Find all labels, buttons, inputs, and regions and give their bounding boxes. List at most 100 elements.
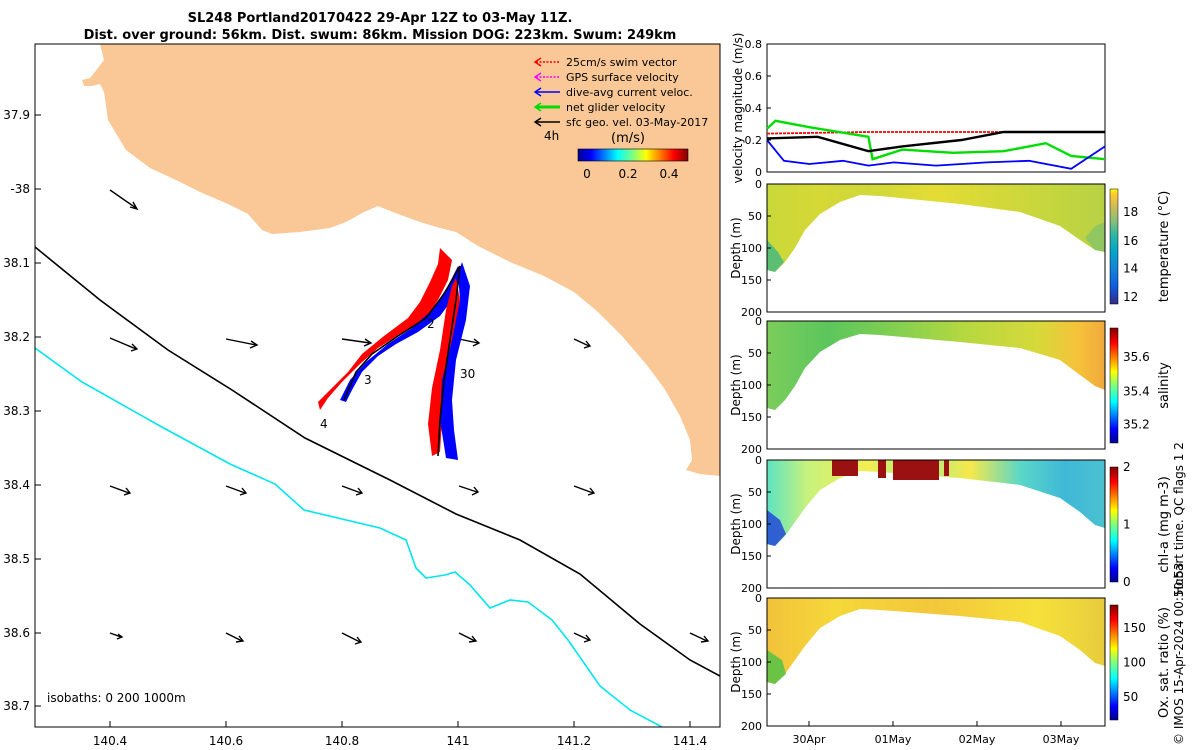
time-tick-label: 01May (875, 733, 912, 746)
chlorophyll-colorbar (1109, 466, 1119, 583)
velocity-series-line (766, 130, 1105, 153)
section-y-tick-label: 200 (741, 306, 762, 319)
velocity-y-ticks: 0 0.2 0.4 0.6 0.8 (745, 38, 771, 179)
section-y-tick-label: 150 (741, 688, 762, 701)
vector-arrow (689, 632, 710, 643)
geostrophic-vectors (109, 189, 710, 645)
oxygen-deep (767, 650, 786, 684)
section-y-tick-label: 50 (748, 210, 762, 223)
colorbar-tick-label: 150 (1123, 621, 1146, 635)
colorbar-tick-label: 35.2 (1123, 418, 1150, 432)
isobath-label: isobaths: 0 200 1000m (47, 691, 186, 705)
colorbar-tick-label: 35.6 (1123, 350, 1150, 364)
temperature-deep (767, 240, 784, 272)
vector-arrow (109, 485, 132, 496)
vector-arrow (341, 632, 363, 645)
section-y-tick-label: 0 (755, 454, 762, 467)
vector-arrow (458, 632, 478, 643)
section-y-tick-label: 200 (741, 582, 762, 595)
legend-arrowhead (533, 72, 542, 82)
speed-colorbar-tick: 0.2 (618, 167, 637, 181)
section-y-tick-label: 0 (755, 315, 762, 328)
speed-colorbar-tick: 0 (583, 167, 591, 181)
salinity-colorbar (1109, 327, 1119, 444)
map-frame (34, 43, 721, 728)
vector-arrow (109, 189, 139, 211)
colorbar-tick-label: 50 (1123, 690, 1138, 704)
velocity-y-tick-label: 0.8 (745, 38, 763, 51)
velocity-series-line (766, 139, 1106, 170)
time-tick-label: 02May (959, 733, 996, 746)
section-y-tick-label: 100 (741, 242, 762, 255)
vector-arrow (341, 485, 364, 496)
vector-arrow (341, 338, 373, 347)
day-label: 3 (364, 373, 372, 387)
legend-entry: 25cm/s swim vector (566, 56, 677, 69)
temperature-field (767, 184, 1105, 272)
time-axis: 30Apr 01May 02May 03May (792, 721, 1080, 746)
isobath-200 (35, 246, 720, 677)
section-oxygen (766, 597, 1119, 727)
map-y-tick-label: 38.2 (3, 330, 30, 344)
current-velocity-band (440, 262, 470, 460)
map-y-tick-label: 38.7 (3, 699, 30, 713)
salinity-field (767, 321, 1105, 410)
velocity-y-tick-label: 0 (755, 166, 762, 179)
map-y-tick-label: 38.5 (3, 552, 30, 566)
legend-entry: sfc geo. vel. 03-May-2017 (566, 116, 708, 129)
colorbar-tick-label: 35.4 (1123, 384, 1150, 398)
section-y-tick-label: 200 (741, 443, 762, 456)
colorbar-label: Ox. sat. ratio (%) (1157, 607, 1172, 718)
day-label: 4 (320, 417, 328, 431)
velocity-series-line (766, 119, 1106, 161)
glider-track-leg-1 (318, 248, 462, 410)
section-y-tick-label: 100 (741, 656, 762, 669)
vector-arrow (225, 632, 245, 643)
legend-entry: net glider velocity (566, 101, 666, 114)
qc-note: Hobart time. QC flags 1 2 (1172, 442, 1186, 595)
section-y-tick-label: 0 (755, 592, 762, 605)
colorbar-tick-label: 12 (1123, 290, 1138, 304)
current-velocity-band (340, 266, 462, 402)
section-y-tick-label: 150 (741, 411, 762, 424)
map-y-tick-label: 37.9 (3, 108, 30, 122)
section-y-tick-label: 50 (748, 624, 762, 637)
net-track-line (343, 265, 461, 401)
colorbar-tick-label: 0 (1123, 575, 1131, 589)
vector-arrow (225, 485, 248, 496)
colorbar-tick-label: 1 (1123, 518, 1131, 532)
speed-colorbar-ticks: 0 0.2 0.4 (583, 167, 678, 181)
vector-arrow (573, 632, 592, 643)
map-x-tick-label: 141 (447, 734, 470, 748)
legend-entry: dive-avg current veloc. (566, 86, 693, 99)
chlorophyll-high-patches (832, 460, 949, 480)
section-temperature (766, 183, 1119, 313)
map-y-ticks: 37.9 -38 38.1 38.2 38.3 38.4 38.5 38.6 38.7 (3, 108, 41, 713)
map-x-ticks: 140.4 140.6 140.8 141 141.2 141.4 (93, 721, 707, 748)
section-salinity (766, 320, 1119, 450)
land-mass (82, 44, 720, 476)
map-legend: 25cm/s swim vector GPS surface velocity di… (533, 56, 708, 129)
map-y-tick-label: 38.4 (3, 478, 30, 492)
isobath-1000 (35, 347, 663, 727)
legend-arrowhead (533, 102, 542, 112)
velocity-y-tick-label: 0.4 (745, 102, 763, 115)
map-y-tick-label: 38.6 (3, 626, 30, 640)
vector-arrow (573, 338, 592, 349)
section-ylabel: Depth (m) (729, 354, 743, 415)
section-chlorophyll (766, 459, 1119, 589)
day-label: 30 (460, 367, 475, 381)
section-y-tick-label: 100 (741, 518, 762, 531)
speed-colorbar-tick: 0.4 (659, 167, 678, 181)
day-label: 2 (427, 317, 435, 331)
interval-label: 4h (544, 129, 559, 143)
legend-arrowhead (533, 87, 542, 97)
map-panel: 2 3 4 30 140.4 140.6 140.8 141 141.2 141.4 37… (3, 43, 721, 748)
section-ylabel: Depth (m) (729, 631, 743, 692)
colorbar-tick-label: 2 (1123, 460, 1131, 474)
velocity-y-tick-label: 0.2 (745, 134, 763, 147)
credit-note: © IMOS 15-Apr-2024 00:50:53 (1172, 563, 1186, 746)
map-y-tick-label: 38.3 (3, 404, 30, 418)
